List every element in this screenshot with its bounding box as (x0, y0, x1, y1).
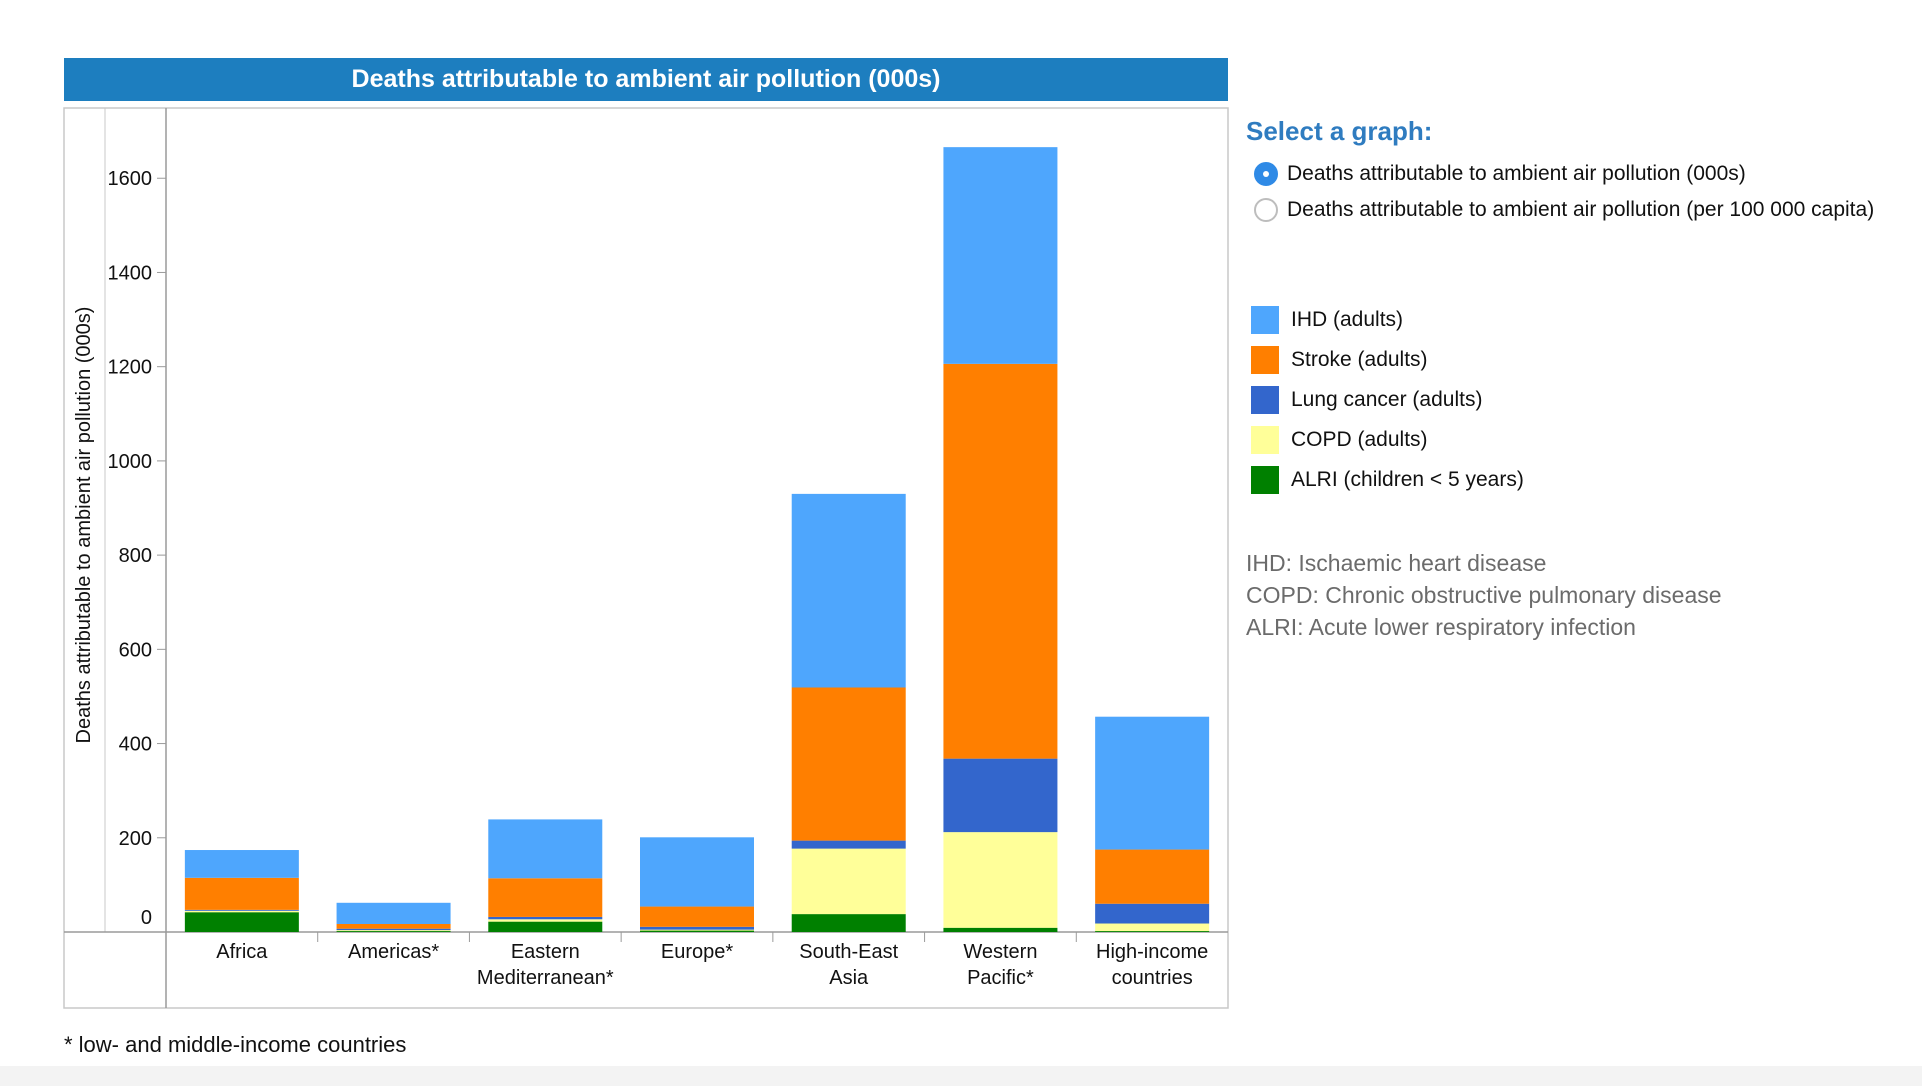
glossary-alri: ALRI: Acute lower respiratory infection (1246, 614, 1636, 640)
bar-segment (488, 919, 603, 922)
x-tick-label: Mediterranean* (477, 967, 614, 989)
bar-segment (488, 878, 603, 917)
bar-segment (640, 906, 754, 927)
x-tick-label: Africa (216, 941, 268, 963)
bar-segment (336, 930, 451, 932)
bar-segment (488, 921, 603, 932)
legend-label: IHD (adults) (1291, 308, 1404, 331)
y-tick-label: 0 (141, 907, 152, 929)
x-tick-label: Eastern (511, 941, 580, 963)
bar-segment (1095, 849, 1210, 904)
legend-item-copd: COPD (adults) (1251, 425, 1428, 455)
radio-selected-icon[interactable] (1254, 162, 1278, 186)
x-tick-label: Americas* (348, 941, 439, 963)
bar-segment (943, 363, 1058, 759)
bar-segment (1095, 903, 1210, 924)
option-deaths-per-capita[interactable]: Deaths attributable to ambient air pollu… (1254, 195, 1874, 225)
glossary-copd: COPD: Chronic obstructive pulmonary dise… (1246, 582, 1722, 608)
y-axis-title: Deaths attributable to ambient air pollu… (73, 307, 95, 744)
bar-segment (943, 832, 1058, 928)
bar-segment (640, 930, 754, 932)
footnote: * low- and middle-income countries (64, 1032, 407, 1057)
x-tick-label: South-East (799, 941, 898, 963)
legend-label: Lung cancer (adults) (1291, 388, 1483, 411)
bar-segment (184, 910, 299, 913)
bar-segment (184, 877, 299, 910)
x-tick-label: Europe* (661, 941, 733, 963)
bar-segment (1095, 923, 1210, 932)
bar-segment (943, 147, 1058, 364)
option-label: Deaths attributable to ambient air pollu… (1287, 162, 1746, 185)
chart-frame (63, 107, 1229, 1009)
legend-item-ihd: IHD (adults) (1251, 305, 1403, 335)
bar-segment (791, 687, 906, 841)
page-bottom-band (0, 1066, 1922, 1086)
bar-segment (640, 837, 754, 907)
bar-segment (184, 909, 299, 911)
legend-label: Stroke (adults) (1291, 348, 1428, 371)
x-tick-label: Pacific* (967, 967, 1034, 989)
x-tick-label: Western (963, 941, 1037, 963)
bar-segment (336, 902, 451, 924)
y-tick-label: 200 (119, 828, 152, 850)
bar-segment (1095, 931, 1210, 932)
y-tick-label: 1200 (108, 357, 153, 379)
option-deaths-000s[interactable]: Deaths attributable to ambient air pollu… (1254, 159, 1746, 189)
bar-segment (1095, 716, 1210, 850)
legend-label: ALRI (children < 5 years) (1291, 468, 1524, 491)
bar-segment (943, 758, 1058, 833)
bar-segment (943, 927, 1058, 932)
chart-title: Deaths attributable to ambient air pollu… (64, 58, 1228, 101)
legend-swatch (1251, 426, 1279, 454)
legend-swatch (1251, 466, 1279, 494)
x-tick-label: countries (1112, 967, 1193, 989)
legend-item-stroke: Stroke (adults) (1251, 345, 1428, 375)
bar-segment (640, 926, 754, 930)
glossary-ihd: IHD: Ischaemic heart disease (1246, 550, 1547, 576)
select-graph-heading: Select a graph: (1246, 116, 1433, 146)
y-tick-label: 400 (119, 734, 152, 756)
y-tick-label: 800 (119, 545, 152, 567)
legend-item-lung-cancer: Lung cancer (adults) (1251, 385, 1482, 415)
radio-unselected-icon[interactable] (1254, 198, 1278, 222)
bar-segment (791, 914, 906, 932)
y-tick-label: 1600 (108, 168, 153, 190)
bar-segment (640, 929, 754, 931)
bar-segment (488, 819, 603, 879)
legend-swatch (1251, 306, 1279, 334)
y-tick-label: 600 (119, 639, 152, 661)
y-tick-label: 1400 (108, 262, 153, 284)
option-label: Deaths attributable to ambient air pollu… (1287, 198, 1875, 221)
bar-segment (791, 493, 906, 688)
bar-segment (336, 928, 451, 931)
y-tick-label: 1000 (108, 451, 153, 473)
bar-segment (488, 916, 603, 920)
legend-swatch (1251, 346, 1279, 374)
bar-segment (184, 850, 299, 878)
bar-segment (336, 931, 451, 932)
bar-segment (791, 840, 906, 849)
bar-segment (791, 848, 906, 915)
x-tick-label: High-income (1096, 941, 1208, 963)
legend-item-alri: ALRI (children < 5 years) (1251, 465, 1524, 495)
bar-segment (336, 923, 451, 929)
legend-swatch (1251, 386, 1279, 414)
bar-segment (184, 912, 299, 932)
legend-label: COPD (adults) (1291, 428, 1428, 451)
x-tick-label: Asia (829, 967, 869, 989)
